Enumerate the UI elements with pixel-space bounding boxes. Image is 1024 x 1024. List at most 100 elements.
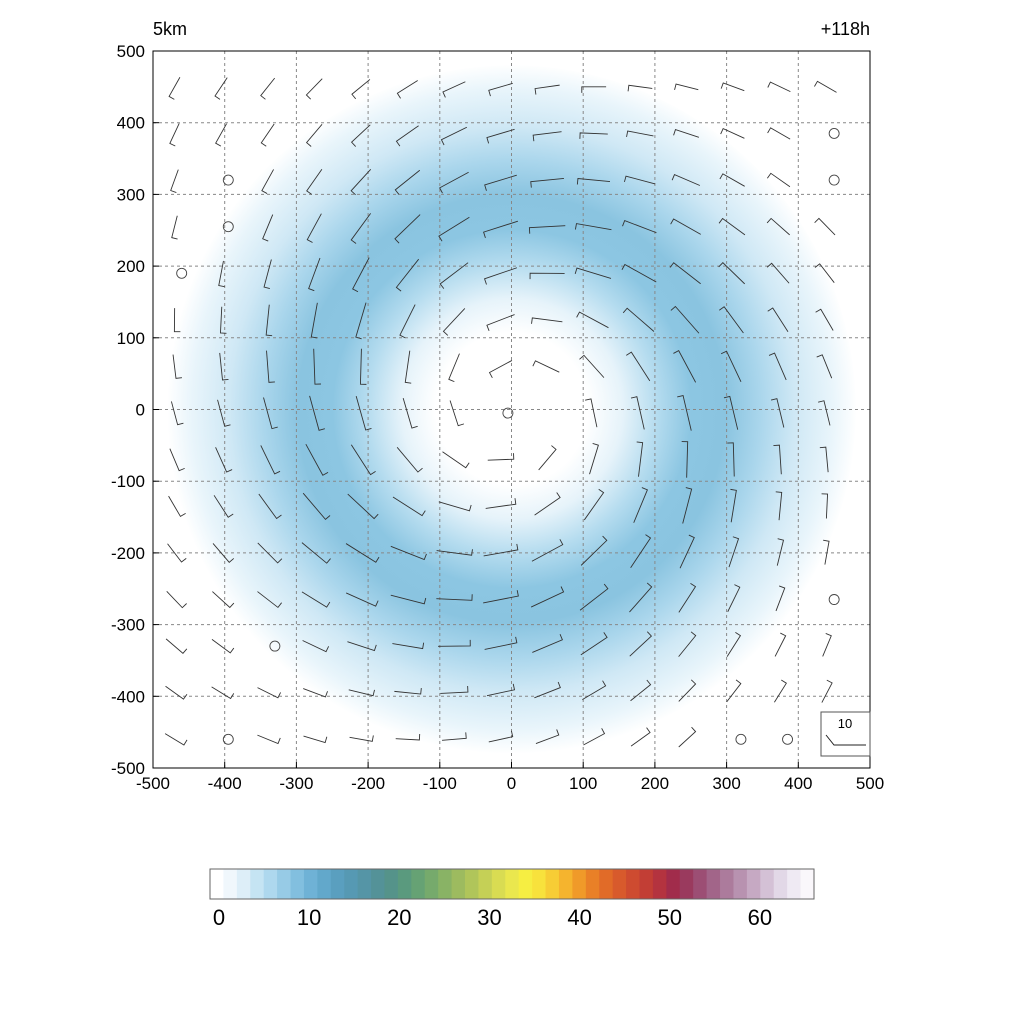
wind-barb <box>814 217 836 236</box>
wind-barb <box>673 349 697 383</box>
y-tick-label: -500 <box>111 759 145 778</box>
wind-barb <box>630 679 652 702</box>
wind-barb <box>534 681 561 699</box>
wind-barb <box>313 348 321 385</box>
wind-barb <box>442 308 466 336</box>
wind-barb <box>679 534 695 569</box>
colorbar-swatch <box>505 869 520 899</box>
colorbar-swatch <box>317 869 332 899</box>
wind-barb <box>488 82 513 97</box>
wind-barb <box>773 444 782 475</box>
wind-barb <box>766 262 790 284</box>
wind-barb <box>212 543 235 563</box>
wind-barb <box>818 400 831 426</box>
wind-barb <box>530 586 565 608</box>
colorbar-swatch <box>384 869 399 899</box>
colorbar-swatch <box>532 869 547 899</box>
wind-barb <box>583 728 606 746</box>
wind-barb <box>345 592 379 607</box>
wind-barb <box>355 396 372 431</box>
wind-barb <box>626 130 654 137</box>
wind-barb <box>529 272 565 280</box>
colorbar-swatch <box>263 869 278 899</box>
wind-barb <box>720 350 742 382</box>
colorbar-swatch <box>357 869 372 899</box>
wind-barb <box>347 641 377 652</box>
x-axis-ticks: -500 -400 -300 -200 -100 0 100 200 300 400 500 <box>136 762 884 793</box>
colorbar-swatch <box>411 869 426 899</box>
wind-barb <box>303 688 328 698</box>
colorbar-swatch <box>397 869 412 899</box>
wind-barb <box>727 584 741 612</box>
colorbar-swatch <box>706 869 721 899</box>
wind-barb <box>213 495 234 518</box>
wind-barb <box>396 80 418 99</box>
wind-barb <box>484 636 518 650</box>
colorbar-swatch <box>652 869 667 899</box>
x-tick-label: 100 <box>569 774 597 793</box>
colorbar-swatch <box>693 869 708 899</box>
wind-barb <box>355 302 367 340</box>
wind-barb <box>483 590 519 604</box>
y-axis-ticks: -500 -400 -300 -200 -100 0 100 200 300 400 500 <box>111 42 159 778</box>
colorbar <box>209 868 815 900</box>
wind-barb <box>534 492 561 516</box>
wind-barb <box>485 498 517 509</box>
chart-title-right: +118h <box>821 19 870 39</box>
x-tick-label: 0 <box>507 774 516 793</box>
wind-barb <box>438 501 472 512</box>
wind-barb <box>483 267 518 285</box>
colorbar-tick-label: 10 <box>297 905 321 930</box>
wind-barb <box>219 306 227 334</box>
colorbar-ticks: 0 10 20 30 40 50 60 <box>213 905 772 930</box>
colorbar-swatch <box>223 869 238 899</box>
x-tick-label: -400 <box>208 774 242 793</box>
y-tick-label: -100 <box>111 472 145 491</box>
wind-barb <box>677 395 692 431</box>
calm-circle <box>782 733 793 745</box>
wind-barb <box>345 543 380 563</box>
wind-barb <box>305 443 329 476</box>
calm-circle <box>828 594 840 605</box>
wind-barb <box>266 350 275 383</box>
wind-barb <box>629 582 653 613</box>
colorbar-swatch <box>666 869 681 899</box>
wind-barb <box>719 306 744 334</box>
colorbar-swatch <box>438 869 453 899</box>
plot-area <box>153 51 870 768</box>
colorbar-swatch <box>518 869 533 899</box>
wind-barb <box>815 308 834 331</box>
wind-barb <box>305 78 323 100</box>
wind-barb <box>538 445 557 471</box>
colorbar-swatch <box>599 869 614 899</box>
wind-barb <box>440 686 469 694</box>
colorbar-tick-label: 30 <box>477 905 501 930</box>
wind-barb <box>730 488 737 523</box>
wind-barb <box>306 213 322 243</box>
wind-barb <box>720 128 745 139</box>
wind-barb <box>718 262 746 285</box>
wind-barb <box>581 86 607 93</box>
wind-barb <box>670 218 701 235</box>
wind-barb <box>719 173 745 187</box>
colorbar-swatch <box>733 869 748 899</box>
wind-barb <box>488 730 514 743</box>
wind-barb <box>439 262 469 289</box>
colorbar-swatch <box>250 869 265 899</box>
wind-barb <box>636 441 644 477</box>
wind-barb <box>774 679 787 703</box>
wind-barb <box>816 354 833 379</box>
colorbar-swatch <box>330 869 345 899</box>
calm-markers <box>176 128 840 745</box>
colorbar-swatch <box>787 869 802 899</box>
wind-barb <box>349 735 374 742</box>
wind-barb <box>678 726 697 748</box>
x-tick-label: 200 <box>641 774 669 793</box>
wind-barb <box>350 213 372 244</box>
wind-barb <box>402 398 418 429</box>
wind-barb <box>678 631 697 657</box>
wind-barb <box>305 123 323 147</box>
y-tick-label: 300 <box>117 185 145 204</box>
wind-barb <box>767 81 791 93</box>
colorbar-swatch <box>800 869 815 899</box>
